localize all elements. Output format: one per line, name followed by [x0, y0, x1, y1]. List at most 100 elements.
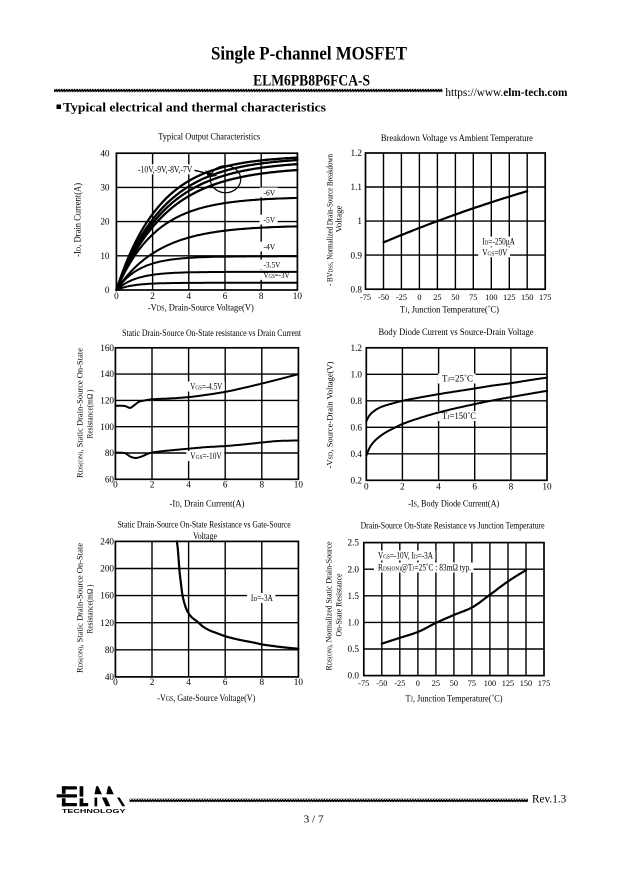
svg-text:75: 75	[469, 293, 477, 302]
svg-text:Drain-Source On-State Resistan: Drain-Source On-State Resistance vs Junc…	[361, 521, 546, 532]
svg-text:-6V: -6V	[264, 187, 276, 197]
svg-text:0.9: 0.9	[351, 250, 363, 260]
svg-text:0: 0	[416, 679, 420, 688]
svg-text:175: 175	[538, 679, 550, 688]
svg-text:-3.5V: -3.5V	[264, 260, 281, 270]
svg-text:0: 0	[114, 291, 119, 301]
svg-text:20: 20	[100, 217, 110, 227]
svg-text:100: 100	[485, 293, 497, 302]
svg-text:1.1: 1.1	[351, 182, 363, 192]
svg-text:2.0: 2.0	[348, 564, 360, 574]
svg-text:0.5: 0.5	[348, 644, 360, 654]
svg-text:8: 8	[260, 677, 265, 687]
svg-text:TECHNOLOGY: TECHNOLOGY	[62, 809, 126, 815]
svg-text:1.5: 1.5	[348, 591, 360, 601]
svg-text:10: 10	[293, 291, 303, 301]
svg-text:6: 6	[223, 677, 228, 687]
svg-text:100: 100	[484, 679, 496, 688]
svg-text:0.8: 0.8	[351, 284, 363, 294]
svg-text:-75: -75	[360, 293, 371, 302]
svg-text:0.4: 0.4	[351, 449, 363, 459]
svg-text:120: 120	[100, 618, 114, 628]
svg-text:Body Diode Current vs Source-D: Body Diode Current vs Source-Drain Volta…	[379, 327, 535, 338]
svg-text:RDS(ON), Normalized Static Dra: RDS(ON), Normalized Static Drain-Source	[324, 541, 334, 670]
svg-text:10: 10	[294, 480, 304, 490]
svg-text:Resistance(mΩ ): Resistance(mΩ )	[84, 389, 94, 438]
svg-text:RDS(ON), Static Drain-Source O: RDS(ON), Static Drain-Source On-State	[74, 348, 84, 478]
svg-text:0.0: 0.0	[348, 671, 360, 681]
svg-text:TJ, Junction Temperature(˚C): TJ, Junction Temperature(˚C)	[406, 694, 503, 705]
svg-text:0: 0	[417, 293, 421, 302]
svg-text:0.6: 0.6	[351, 422, 363, 432]
svg-text:Static Drain-Source On-State r: Static Drain-Source On-State resistance …	[122, 328, 301, 339]
svg-text:4: 4	[436, 482, 441, 492]
svg-text:-4V: -4V	[264, 242, 276, 252]
svg-text:Voltage: Voltage	[334, 205, 344, 232]
svg-text:1.2: 1.2	[351, 148, 363, 158]
svg-text:1.0: 1.0	[348, 618, 360, 628]
svg-text:VGS=-4.5V: VGS=-4.5V	[190, 382, 222, 392]
svg-text:0: 0	[113, 677, 118, 687]
svg-text:0.2: 0.2	[351, 475, 363, 485]
svg-text:Typical Output Characteristics: Typical Output Characteristics	[158, 132, 260, 143]
svg-text:50: 50	[450, 679, 458, 688]
svg-text:4: 4	[186, 677, 191, 687]
svg-text:25: 25	[432, 679, 440, 688]
svg-text:160: 160	[100, 591, 114, 601]
svg-text:1: 1	[357, 216, 362, 226]
svg-text:50: 50	[451, 293, 459, 302]
svg-text:-50: -50	[378, 293, 389, 302]
svg-text:40: 40	[100, 148, 110, 158]
svg-text:200: 200	[100, 564, 114, 574]
svg-text:10: 10	[542, 482, 552, 492]
svg-text:60: 60	[105, 474, 115, 484]
svg-text:ELM6PB8P6FCA-S: ELM6PB8P6FCA-S	[253, 72, 370, 89]
svg-text:150: 150	[521, 293, 533, 302]
svg-text:125: 125	[503, 293, 515, 302]
svg-text:Resistance(mΩ ): Resistance(mΩ )	[84, 584, 94, 633]
svg-text:-5V: -5V	[264, 215, 276, 225]
svg-text:0: 0	[113, 480, 118, 490]
svg-text:75: 75	[468, 679, 476, 688]
svg-text:TJ=150˚C: TJ=150˚C	[442, 411, 476, 421]
svg-text:100: 100	[100, 422, 114, 432]
svg-text:6: 6	[223, 480, 228, 490]
svg-text:VGS=-10V: VGS=-10V	[190, 451, 222, 461]
svg-text:150: 150	[520, 679, 532, 688]
svg-text:RDS(ON)@TJ=25˚C : 83mΩ typ.: RDS(ON)@TJ=25˚C : 83mΩ typ.	[378, 563, 471, 573]
svg-text:8: 8	[260, 480, 265, 490]
svg-text:-IS, Body Diode Current(A): -IS, Body Diode Current(A)	[408, 499, 499, 510]
svg-text:10: 10	[100, 251, 110, 261]
svg-text:6: 6	[472, 482, 477, 492]
svg-text:Rev.1.3: Rev.1.3	[532, 791, 566, 805]
svg-text:125: 125	[502, 679, 514, 688]
svg-text:8: 8	[259, 291, 264, 301]
svg-text:Single P-channel MOSFET: Single P-channel MOSFET	[211, 44, 407, 65]
svg-text:4: 4	[187, 291, 192, 301]
svg-text:2.5: 2.5	[348, 538, 360, 548]
svg-text:-25: -25	[396, 293, 407, 302]
svg-text:-ID, Drain Current(A): -ID, Drain Current(A)	[73, 183, 84, 257]
svg-text:25: 25	[433, 293, 441, 302]
svg-text:6: 6	[223, 291, 228, 301]
svg-text:8: 8	[509, 482, 514, 492]
svg-text:0: 0	[105, 285, 110, 295]
svg-text:80: 80	[105, 448, 115, 458]
svg-text:40: 40	[105, 672, 115, 682]
svg-text:-VGS, Gate-Source Voltage(V): -VGS, Gate-Source Voltage(V)	[157, 693, 255, 704]
svg-text:2: 2	[150, 677, 155, 687]
svg-text:0.8: 0.8	[351, 396, 363, 406]
svg-text:-VSD, Source-Drain Voltage(V): -VSD, Source-Drain Voltage(V)	[325, 361, 335, 468]
svg-text:-VDS, Drain-Source Voltage(V): -VDS, Drain-Source Voltage(V)	[148, 303, 254, 314]
svg-text:80: 80	[105, 645, 115, 655]
svg-text:-25: -25	[394, 679, 405, 688]
svg-text:VGS=-10V, ID=-3A: VGS=-10V, ID=-3A	[378, 551, 433, 561]
svg-text:30: 30	[100, 183, 110, 193]
svg-text:175: 175	[539, 293, 551, 302]
svg-text:140: 140	[100, 369, 114, 379]
svg-text:- BVDSS, Normalized Drain-Sour: - BVDSS, Normalized Drain-Source Breakdo…	[325, 154, 335, 286]
svg-text:-10V,-9V,-8V,-7V: -10V,-9V,-8V,-7V	[138, 164, 193, 174]
svg-text:2: 2	[150, 480, 155, 490]
svg-text:1.2: 1.2	[351, 343, 363, 353]
svg-text:https://www.elm-tech.com: https://www.elm-tech.com	[445, 85, 567, 99]
